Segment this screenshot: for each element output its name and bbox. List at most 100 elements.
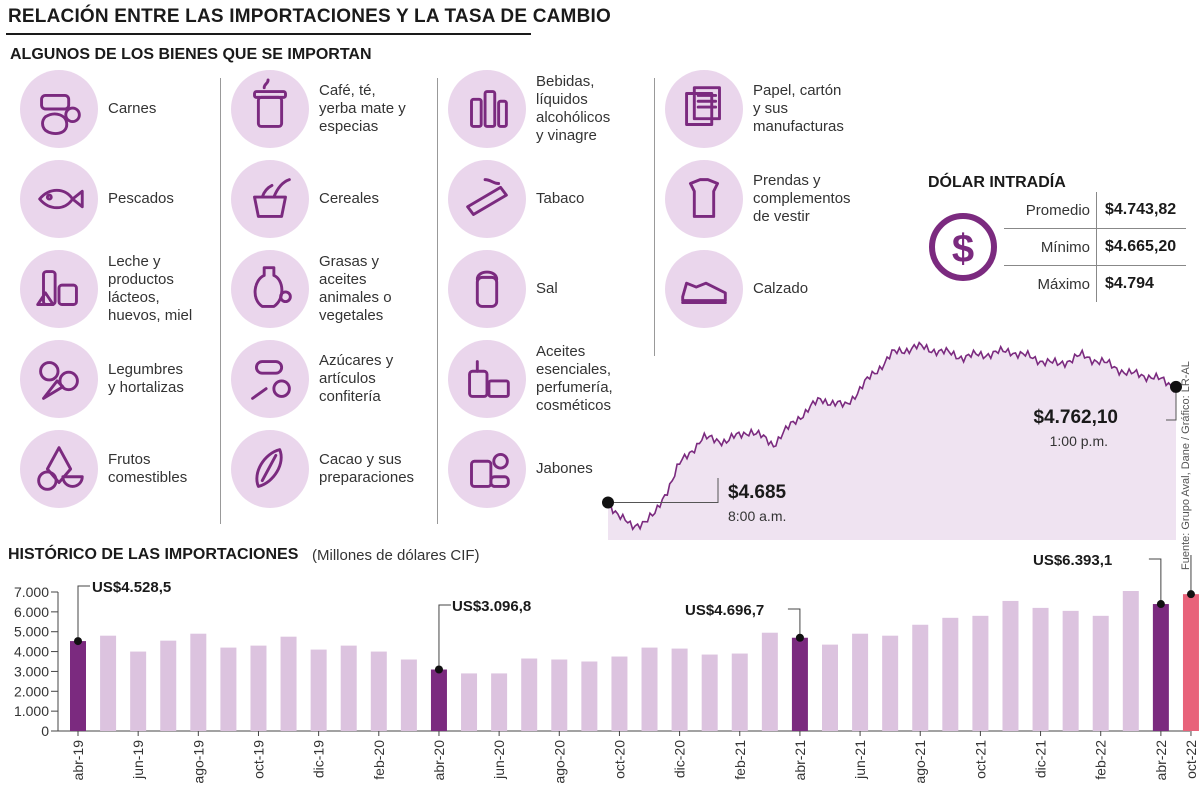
close-value-label: $4.762,10	[1033, 407, 1118, 428]
annotation-label: US$3.096,8	[452, 598, 531, 615]
bar-may-20	[461, 673, 478, 731]
goods-item: Aceites esenciales, perfumería, cosmétic…	[448, 340, 613, 418]
annotation-label: US$4.696,7	[685, 602, 764, 619]
x-tick-label: oct-21	[972, 740, 988, 779]
goods-label: Aceites esenciales, perfumería, cosmétic…	[536, 343, 613, 414]
goods-item: Cacao y sus preparaciones	[231, 430, 414, 508]
clothes-icon	[665, 160, 743, 238]
stat-label: Máximo	[1004, 266, 1097, 302]
goods-label: Calzado	[753, 280, 809, 297]
coffee-icon	[231, 70, 309, 148]
bottles-icon	[448, 70, 526, 148]
bar-dic-19	[310, 649, 327, 731]
goods-label: Papel, cartón y sus manufacturas	[753, 82, 844, 135]
goods-item: Azúcares y artículos confitería	[231, 340, 393, 418]
annotation-marker	[434, 665, 443, 674]
cereal-icon	[231, 160, 309, 238]
x-tick-label: feb-21	[732, 740, 748, 780]
annotation-label: US$4.528,5	[92, 579, 171, 596]
goods-item: Frutos comestibles	[20, 430, 187, 508]
x-tick-label: jun-21	[852, 740, 868, 780]
x-tick-label: abr-19	[70, 740, 86, 781]
x-tick-label: dic-20	[672, 740, 688, 778]
stat-row-maximum: Máximo $4.794	[1004, 266, 1186, 302]
intraday-chart: $4.685 8:00 a.m. $4.762,10 1:00 p.m.	[602, 341, 1182, 540]
annotation-label: US$6.393,1	[1033, 555, 1112, 569]
paper-icon	[665, 70, 743, 148]
goods-title: ALGUNOS DE LOS BIENES QUE SE IMPORTAN	[10, 46, 372, 63]
main-title: RELACIÓN ENTRE LAS IMPORTACIONES Y LA TA…	[8, 6, 611, 27]
x-tick-label: oct-19	[250, 740, 266, 779]
bar-may-21	[822, 644, 838, 731]
cigar-icon	[448, 160, 526, 238]
dollar-stats-table: Promedio $4.743,82 Mínimo $4.665,20 Máxi…	[1004, 192, 1186, 302]
bar-abr-19	[70, 641, 86, 731]
x-tick-label: abr-20	[431, 740, 447, 781]
y-tick-label: 4.000	[14, 644, 49, 660]
bar-abr-21	[791, 637, 808, 731]
goods-label: Tabaco	[536, 190, 585, 207]
bar-mar-20	[400, 659, 417, 731]
bar-ago-21	[912, 624, 929, 731]
bar-feb-22	[1092, 615, 1109, 731]
x-tick-label: ago-21	[912, 740, 928, 784]
goods-label: Grasas y aceites animales o vegetales	[319, 253, 392, 324]
stat-value: $4.743,82	[1105, 201, 1177, 218]
bar-feb-21	[731, 653, 748, 731]
close-marker	[1170, 380, 1182, 393]
y-tick-label: 0	[41, 723, 49, 739]
x-tick-label: dic-19	[311, 740, 327, 778]
meat-icon	[20, 70, 98, 148]
y-tick-label: 5.000	[14, 624, 49, 640]
goods-label: Leche y productos lácteos, huevos, miel	[108, 253, 193, 324]
bar-oct-20	[611, 656, 628, 731]
goods-item: Papel, cartón y sus manufacturas	[665, 70, 844, 148]
annotation-marker	[1186, 590, 1195, 599]
stat-row-average: Promedio $4.743,82	[1004, 192, 1186, 229]
column-divider	[437, 78, 438, 524]
goods-item: Jabones	[448, 430, 593, 508]
annotation-leader	[787, 608, 801, 638]
goods-label: Pescados	[108, 190, 174, 207]
close-leader-line	[1166, 386, 1177, 421]
goods-item: Legumbres y hortalizas	[20, 340, 184, 418]
goods-label: Legumbres y hortalizas	[108, 361, 184, 396]
annotation-leader	[77, 585, 90, 642]
x-tick-label: ago-20	[551, 740, 567, 784]
bar-sep-20	[581, 661, 598, 731]
open-value-label: $4.685	[728, 482, 787, 503]
goods-label: Frutos comestibles	[108, 451, 188, 486]
goods-item: Carnes	[20, 70, 156, 148]
goods-item: Sal	[448, 250, 558, 328]
goods-item: Bebidas, líquidos alcohólicos y vinagre	[448, 70, 610, 148]
annotation-marker	[1156, 600, 1165, 609]
salt-icon	[448, 250, 526, 328]
stat-label: Mínimo	[1004, 229, 1097, 265]
bar-nov-19	[280, 636, 297, 731]
bar-oct-19	[250, 645, 267, 731]
goods-item: Cereales	[231, 160, 379, 238]
goods-label: Cereales	[319, 190, 380, 207]
oil-icon	[231, 250, 309, 328]
close-time-label: 1:00 p.m.	[1050, 433, 1108, 449]
open-leader-line	[608, 478, 719, 503]
bar-mar-22	[1122, 591, 1139, 731]
open-time-label: 8:00 a.m.	[728, 508, 786, 524]
goods-label: Prendas y complementos de vestir	[753, 172, 851, 225]
bar-ago-20	[551, 659, 568, 731]
goods-grid: Carnes Pescados Leche y productos lácteos,…	[0, 70, 851, 530]
bar-nov-21	[1002, 600, 1019, 731]
bar-jun-20	[491, 673, 508, 731]
imports-bar-chart: 0 1.000 2.000 3.000 4.000 5.000 6.000 7.000 US$…	[14, 555, 1199, 784]
bar-oct-22	[1182, 594, 1199, 731]
bar-nov-20	[641, 647, 658, 731]
bar-jul-21	[882, 635, 899, 731]
candy-icon	[231, 340, 309, 418]
stat-value: $4.665,20	[1105, 238, 1177, 255]
goods-item: Grasas y aceites animales o vegetales	[231, 250, 392, 328]
annotation-leader	[1148, 558, 1162, 605]
dollar-icon: $	[928, 212, 998, 287]
open-marker	[602, 496, 614, 509]
column-divider	[654, 78, 655, 356]
x-tick-label: ago-19	[190, 740, 206, 784]
